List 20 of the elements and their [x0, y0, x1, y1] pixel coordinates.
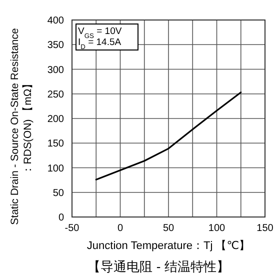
x-tick-label: 0: [117, 223, 124, 234]
x-tick-label: -50: [64, 223, 80, 234]
y-tick-label: 400: [47, 16, 64, 26]
y-tick-label: 50: [52, 188, 64, 199]
y-tick-label: 300: [47, 64, 64, 76]
y-tick-label: 350: [47, 40, 64, 52]
x-tick-label: 50: [162, 223, 174, 234]
line-series: [95, 92, 242, 180]
annotation: I$_{D}$ = 14.5A: [78, 37, 122, 50]
x-axis-title: Junction Temperature：Tj 【℃】: [86, 239, 250, 252]
y-tick-label: 150: [47, 138, 64, 150]
y-tick-label: 250: [47, 89, 64, 100]
x-tick-label: 150: [256, 223, 274, 234]
y-tick-label: 200: [47, 114, 64, 125]
y-tick-label: 0: [58, 212, 64, 224]
x-tick-label: 100: [208, 223, 226, 234]
annotation: V$_{GS}$ = 10V: [78, 26, 122, 40]
text: 【导通电阻 - 结温特性】: [88, 259, 230, 274]
y-tick-label: 100: [47, 163, 64, 174]
y-axis-title: Static Drain - Source On-State Resistance ：RDS(ON) 【mΩ】: [9, 28, 34, 225]
